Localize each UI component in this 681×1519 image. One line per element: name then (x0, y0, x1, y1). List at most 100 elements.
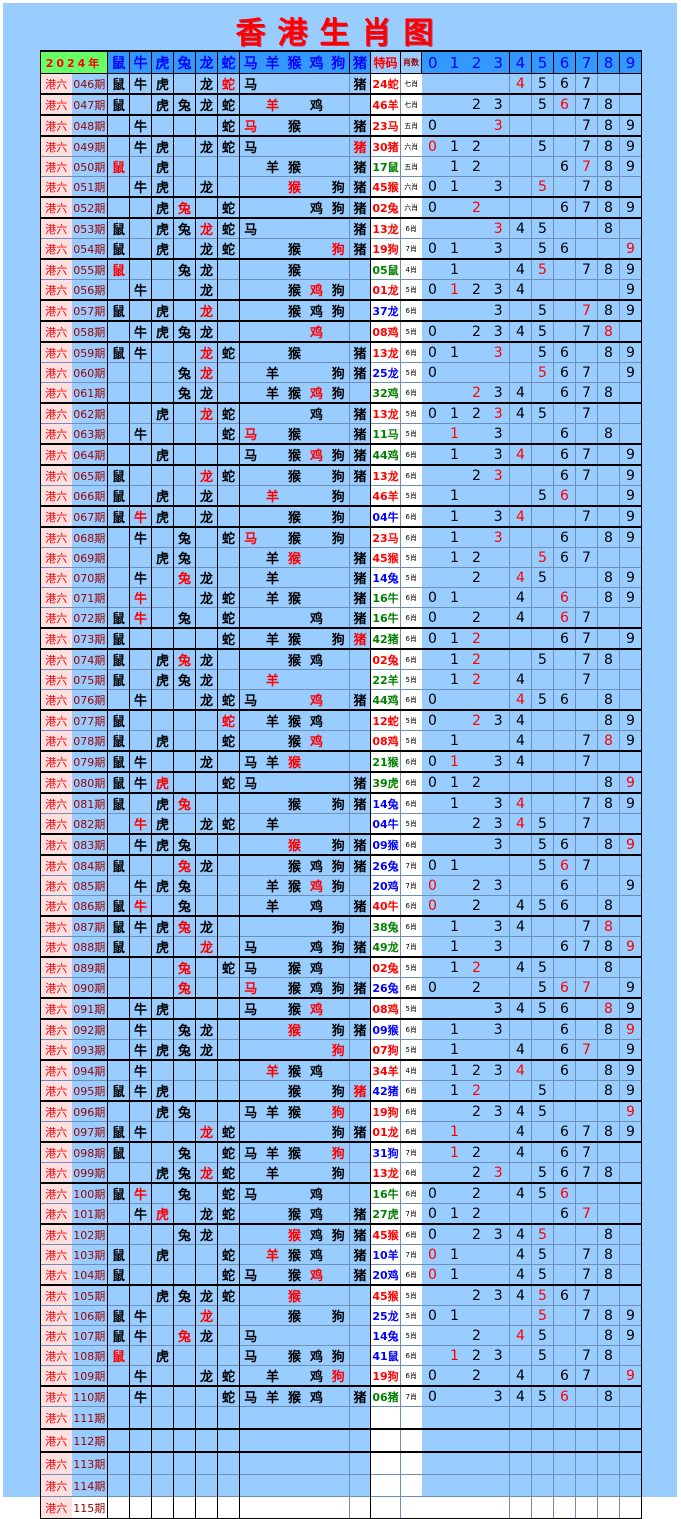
zodiac-cell (261, 238, 284, 259)
zodiac-cell (129, 299, 152, 321)
zodiac-cell (173, 730, 196, 751)
digit-cell: 0 (421, 587, 444, 608)
digit-cell (531, 526, 554, 548)
digit-cell (509, 1018, 532, 1040)
zodiac-header: 猪 (349, 50, 371, 74)
zodiac-count: 七肖 (400, 93, 422, 115)
zodiac-cell (349, 1039, 371, 1060)
digit-cell (597, 1203, 620, 1224)
zodiac-cell: 虎 (151, 217, 174, 239)
digit-cell: 2 (465, 1284, 488, 1306)
zodiac-cell: 蛇 (217, 730, 240, 751)
digit-cell (509, 114, 532, 136)
zodiac-cell (305, 423, 328, 444)
zodiac-cell: 猪 (349, 1080, 371, 1101)
zodiac-cell (283, 689, 306, 710)
period-label: 114期 (71, 1474, 108, 1497)
zodiac-cell (349, 1162, 371, 1183)
zodiac-cell (217, 567, 240, 588)
digit-cell (465, 443, 488, 465)
row-label: 港六 (40, 1325, 72, 1346)
digit-cell (465, 1474, 488, 1497)
digit-cell: 3 (487, 341, 510, 363)
digit-cell (487, 730, 510, 751)
digit-cell: 1 (443, 485, 466, 506)
zodiac-cell: 虎 (151, 1100, 174, 1122)
digit-cell: 8 (597, 1223, 620, 1245)
zodiac-count: 6肖 (400, 464, 422, 486)
digit-cell: 7 (575, 1264, 598, 1285)
zodiac-cell: 鸡 (305, 709, 328, 731)
zodiac-cell (239, 1428, 262, 1452)
digit-cell (553, 1325, 576, 1346)
special-code: 01龙 (370, 1121, 401, 1142)
special-code: 04牛 (370, 813, 401, 834)
zodiac-cell: 羊 (261, 1162, 284, 1183)
digit-cell: 9 (619, 1325, 642, 1346)
period-label: 084期 (71, 854, 108, 876)
zodiac-cell: 狗 (327, 936, 350, 957)
digit-cell (487, 648, 510, 670)
zodiac-cell (305, 1451, 328, 1475)
zodiac-count: 7肖 (400, 238, 422, 259)
digit-cell (597, 1406, 620, 1429)
zodiac-cell (217, 547, 240, 568)
row-label: 港六 (40, 587, 72, 608)
zodiac-cell: 鼠 (107, 607, 130, 628)
period-label: 069期 (71, 547, 108, 568)
zodiac-cell (349, 526, 371, 548)
digit-header: 3 (487, 50, 510, 74)
zodiac-cell (107, 1365, 130, 1386)
digit-cell (575, 689, 598, 710)
zodiac-cell (261, 1451, 284, 1475)
digit-cell: 0 (421, 176, 444, 197)
zodiac-cell: 猪 (349, 114, 371, 136)
table-row: 港六 098期鼠兔蛇马羊猴狗 31狗 7肖 1 2 4 6 7 (40, 1141, 642, 1163)
zodiac-cell: 狗 (327, 526, 350, 548)
zodiac-cell: 猪 (349, 341, 371, 363)
zodiac-cell (217, 258, 240, 280)
zodiac-cell: 龙 (195, 1223, 218, 1245)
table-row: 港六 055期鼠兔龙猴 05鼠 4肖 1 4 5 7 8 9 (40, 258, 642, 280)
zodiac-cell: 猴 (283, 505, 306, 527)
table-row: 港六 107期鼠牛兔龙马 14兔 5肖 2 4 5 8 9 (40, 1325, 642, 1346)
zodiac-cell (261, 1223, 284, 1245)
zodiac-cell: 猪 (349, 73, 371, 94)
digit-cell: 9 (619, 1080, 642, 1101)
table-row: 港六 050期鼠虎羊猴猪 17鼠 五肖 1 2 6 7 8 9 (40, 156, 642, 177)
zodiac-cell: 猴 (283, 587, 306, 608)
digit-cell (509, 341, 532, 363)
zodiac-cell: 蛇 (217, 1203, 240, 1224)
zodiac-cell (129, 669, 152, 690)
zodiac-cell (239, 93, 262, 115)
digit-cell (421, 1121, 444, 1142)
zodiac-cell (261, 320, 284, 342)
zodiac-cell (327, 423, 350, 444)
zodiac-cell (239, 320, 262, 342)
row-label: 港六 (40, 382, 72, 403)
zodiac-cell (327, 1264, 350, 1285)
digit-cell (443, 1406, 466, 1429)
zodiac-cell (173, 1203, 196, 1224)
zodiac-cell: 狗 (327, 382, 350, 403)
digit-cell: 7 (575, 464, 598, 486)
digit-cell (597, 464, 620, 486)
digit-cell (619, 1474, 642, 1497)
zodiac-cell: 狗 (327, 1141, 350, 1163)
zodiac-header: 虎 (151, 50, 174, 74)
zodiac-cell: 虎 (151, 1203, 174, 1224)
row-label: 港六 (40, 238, 72, 259)
period-label: 099期 (71, 1162, 108, 1183)
table-row: 港六 065期鼠龙蛇猴狗猪 13龙 6肖 2 3 6 7 9 (40, 464, 642, 486)
zodiac-cell (261, 833, 284, 855)
digit-cell: 9 (619, 709, 642, 731)
period-label: 048期 (71, 114, 108, 136)
zodiac-count: 6肖 (400, 1080, 422, 1101)
zodiac-count: 5肖 (400, 423, 422, 444)
period-label: 079期 (71, 750, 108, 772)
zodiac-cell: 羊 (261, 1385, 284, 1407)
zodiac-cell (261, 217, 284, 239)
row-label: 港六 (40, 1345, 72, 1366)
digit-cell (575, 956, 598, 978)
zodiac-cell: 鼠 (107, 1305, 130, 1326)
